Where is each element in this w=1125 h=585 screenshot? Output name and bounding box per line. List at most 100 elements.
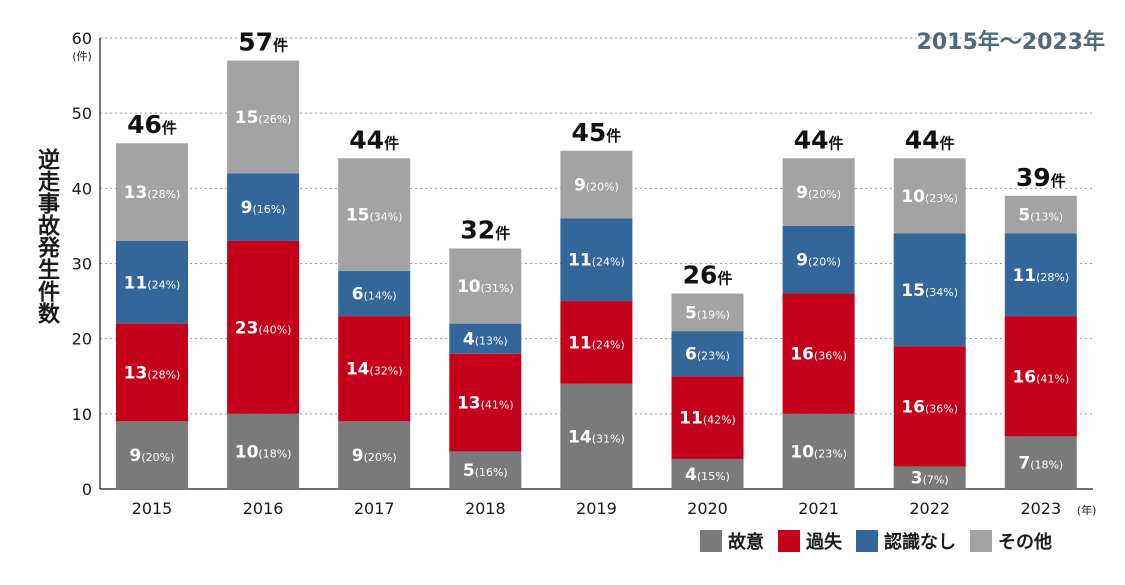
legend-label-sonota: その他 (998, 532, 1052, 553)
segment-label: 11(24%) (124, 273, 181, 293)
x-tick-label: 2023 (1020, 499, 1061, 518)
bar-segment (671, 458, 744, 489)
bar-segment (560, 150, 633, 219)
segment-label: 23(40%) (235, 318, 292, 338)
segment-label: 16(36%) (790, 345, 847, 365)
y-tick-label: 50 (72, 104, 92, 123)
segment-label: 10(23%) (901, 187, 958, 207)
segment-label: 5(19%) (685, 303, 730, 323)
bar-segment (338, 421, 411, 489)
y-tick-label: 20 (72, 330, 92, 349)
segment-label: 13(28%) (124, 183, 181, 203)
total-label: 57件 (238, 28, 288, 57)
bar-segment (1004, 195, 1077, 234)
y-unit-label: (件) (72, 50, 92, 63)
bar-segment (338, 316, 411, 422)
legend-label-kosai: 故意 (728, 532, 764, 553)
total-label: 26件 (683, 261, 733, 290)
segment-label: 9(20%) (574, 176, 619, 196)
x-tick-label: 2015 (132, 499, 173, 518)
total-label: 44件 (905, 125, 955, 154)
y-tick-label: 60 (72, 29, 92, 48)
segment-label: 10(23%) (790, 442, 847, 462)
segment-label: 5(16%) (463, 461, 508, 481)
segment-label: 9(20%) (130, 446, 175, 466)
segment-label: 11(24%) (568, 251, 625, 271)
y-tick-label: 40 (72, 179, 92, 198)
legend-item-sonota: その他 (970, 528, 1052, 554)
segment-label: 6(14%) (352, 285, 397, 305)
bar-segment (893, 346, 966, 467)
segment-label: 11(28%) (1012, 266, 1069, 286)
x-tick-label: 2016 (243, 499, 284, 518)
bar-segment (227, 60, 300, 174)
bar-segment (227, 240, 300, 414)
bar-segment (116, 323, 188, 422)
total-label: 44件 (794, 125, 844, 154)
legend-label-kashitsu: 過失 (806, 532, 842, 553)
bar-segment (893, 233, 966, 347)
legend-swatch-kosai (700, 530, 722, 552)
segment-label: 14(32%) (346, 360, 403, 380)
segment-label: 9(20%) (796, 251, 841, 271)
segment-label: 13(41%) (457, 394, 514, 414)
bar-segment (449, 323, 522, 354)
x-tick-label: 2021 (798, 499, 839, 518)
legend-item-kashitsu: 過失 (778, 528, 842, 554)
legend-label-ninshiki-nashi: 認識なし (884, 532, 956, 553)
segment-label: 7(18%) (1018, 454, 1063, 474)
x-tick-label: 2019 (576, 499, 617, 518)
x-tick-label: 2018 (465, 499, 506, 518)
segment-label: 10(18%) (235, 442, 292, 462)
bar-segment (449, 248, 522, 324)
bar-segment (116, 421, 188, 489)
bar-segment (782, 225, 855, 294)
total-label: 45件 (571, 118, 621, 147)
segment-label: 13(28%) (124, 363, 181, 383)
segment-label: 16(41%) (1012, 367, 1069, 387)
bar-segment (449, 451, 522, 489)
legend-swatch-kashitsu (778, 530, 800, 552)
bar-segment (671, 376, 744, 459)
y-tick-label: 0 (82, 480, 92, 499)
bar-segment (671, 331, 744, 377)
x-unit-label: (年) (1077, 503, 1097, 517)
bar-segment (449, 353, 522, 452)
bar-segment (338, 271, 411, 317)
segment-label: 15(34%) (901, 281, 958, 301)
segment-label: 6(23%) (685, 345, 730, 365)
bar-segment (1004, 436, 1077, 489)
legend-swatch-sonota (970, 530, 992, 552)
bar-segment (893, 158, 966, 234)
bar-segment (116, 143, 188, 241)
bar-segment (338, 158, 411, 272)
bar-segment (560, 383, 633, 489)
bar-segment (782, 413, 855, 489)
total-label: 39件 (1016, 163, 1066, 192)
segment-label: 10(31%) (457, 277, 514, 297)
legend-item-ninshiki-nashi: 認識なし (856, 528, 956, 554)
legend-item-kosai: 故意 (700, 528, 764, 554)
x-tick-label: 2020 (687, 499, 728, 518)
bar-segment (1004, 233, 1077, 317)
segment-label: 9(16%) (241, 198, 286, 218)
segment-label: 14(31%) (568, 427, 625, 447)
segment-label: 16(36%) (901, 397, 958, 417)
bar-segment (782, 158, 855, 226)
bar-segment (560, 301, 633, 384)
x-tick-label: 2022 (909, 499, 950, 518)
segment-label: 9(20%) (796, 183, 841, 203)
segment-label: 4(15%) (685, 465, 730, 485)
segment-label: 15(26%) (235, 108, 292, 128)
segment-label: 5(13%) (1018, 206, 1063, 226)
y-axis-title: 逆走事故発生件数 (34, 148, 59, 324)
bar-segment (1004, 316, 1077, 437)
period-label: 2015年〜2023年 (916, 30, 1105, 55)
bar-segment (227, 413, 300, 489)
bar-segment (782, 293, 855, 414)
segment-label: 11(42%) (679, 409, 736, 429)
total-label: 32件 (460, 215, 510, 244)
bar-segment (671, 293, 744, 332)
segment-label: 9(20%) (352, 446, 397, 466)
